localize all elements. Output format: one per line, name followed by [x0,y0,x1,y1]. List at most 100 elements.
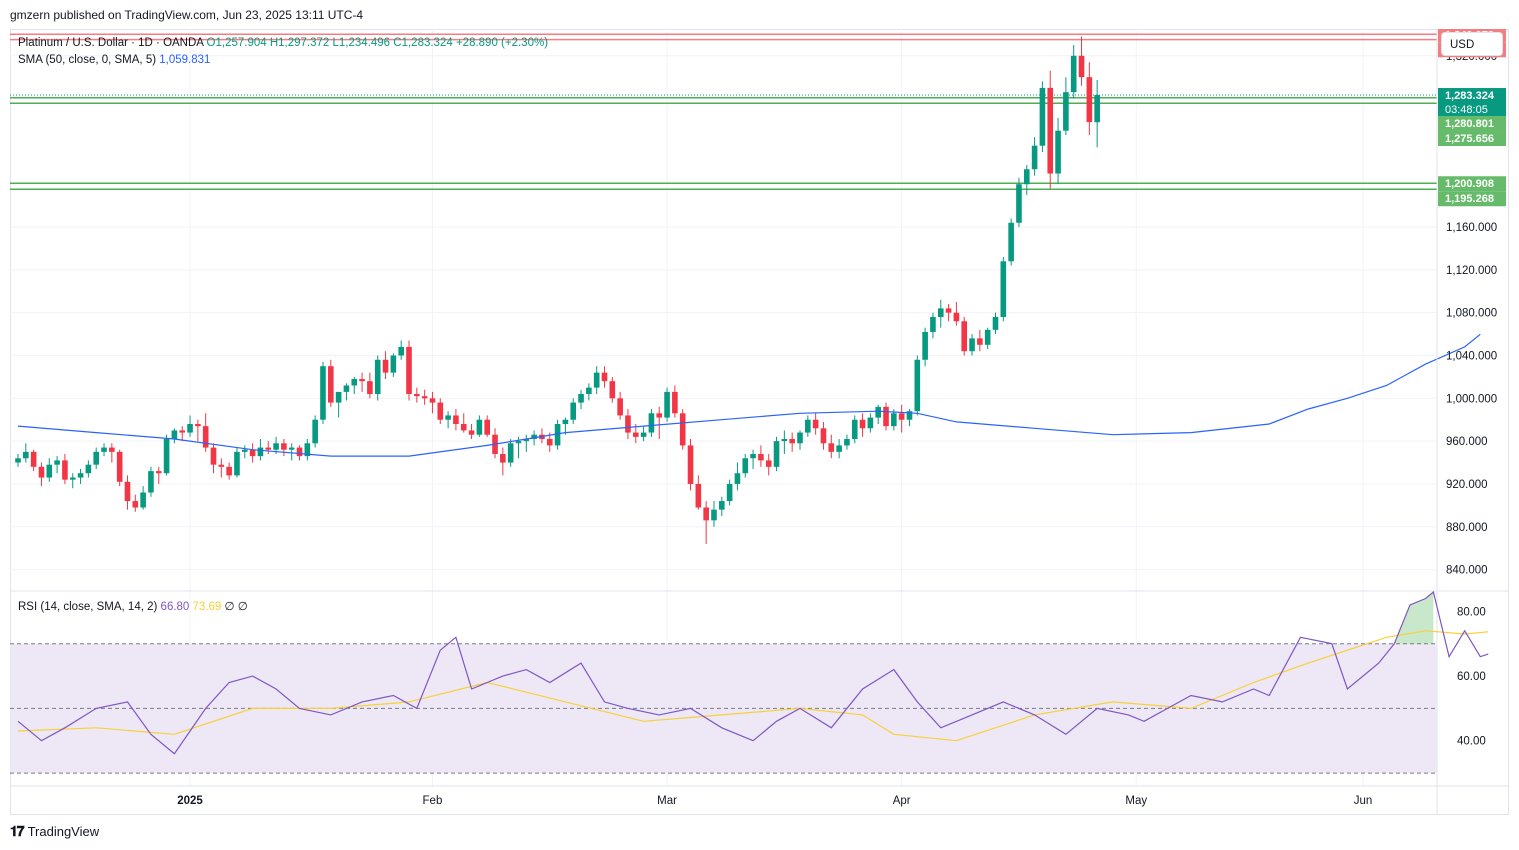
candle-body [288,447,295,450]
candle-body [640,432,647,437]
candle-body [898,413,905,420]
candle-body [1023,169,1030,185]
candle-body [171,430,178,439]
time-tick-label: 2025 [177,795,203,807]
candle-body [554,424,561,446]
candle-body [1000,261,1007,317]
candle-body [460,424,467,431]
rsi-extra-values: ∅ ∅ [224,601,248,613]
candle-body [812,419,819,429]
candle-body [1008,222,1014,262]
candle-body [359,379,365,382]
candle-body [421,396,428,399]
candle-body [374,359,381,395]
candle-body [672,391,678,414]
candle-body [632,432,639,437]
price-level-value: 1,200.908 [1445,178,1494,190]
candle-body [1063,92,1069,131]
candle-body [320,366,326,420]
time-tick-label: Apr [893,795,911,807]
rsi-tick-label: 80.00 [1457,606,1486,618]
candle-body [46,464,53,478]
candle-body [343,385,350,392]
candle-body [468,430,475,435]
price-axis[interactable]: 840.000 880.000 920.000 960.000 1,000.000 1,0… [10,29,1509,815]
candle-body [328,366,334,403]
time-tick-label: Feb [423,795,443,807]
candle-body [54,460,60,465]
candle-body [77,473,84,478]
candle-body [945,308,952,313]
candle-body [523,438,530,442]
candle-body [124,481,131,502]
candle-body [930,316,936,332]
bar-countdown: 03:48:05 [1445,104,1488,116]
candle-body [734,473,741,484]
price-tick-label: 960.000 [1446,436,1488,448]
candle-body [445,415,451,420]
price-level-badge [1438,176,1506,192]
candle-body [38,466,45,478]
price-level-value: 1,195.268 [1445,193,1494,205]
candle-body [101,447,107,452]
candle-body [218,464,225,467]
candle-body [711,509,717,521]
candle-body [155,471,162,474]
candle-body [664,391,670,418]
candle-body [703,507,709,521]
price-tick-label: 1,160.000 [1446,222,1497,234]
candle-body [476,419,483,435]
candle-body [844,438,850,446]
candle-body [773,441,780,467]
candle-body [781,438,788,442]
candle-body [507,443,514,463]
candle-body [312,419,318,444]
candle-body [867,417,874,429]
ohlc-close: C1,283.324 [393,37,453,49]
candle-body [202,426,209,448]
candle-body [859,419,866,429]
candle-body [398,346,404,356]
candle-body [531,434,537,439]
candle-body [883,406,889,427]
ohlc-low: L1,234.496 [332,37,391,49]
rsi-indicator-label[interactable]: RSI (14, close, SMA, 14, 2) [18,601,158,613]
candle-body [453,415,459,425]
candle-body [961,321,968,352]
price-level-value: 1,275.656 [1445,133,1494,145]
price-tick-label: 1,080.000 [1446,308,1497,320]
sma-indicator-label[interactable]: SMA (50, close, 0, SMA, 5) [18,54,157,66]
rsi-axis[interactable]: 40.00 60.00 80.00 [1457,606,1486,747]
price-level-badge [1438,88,1506,117]
symbol-label[interactable]: Platinum / U.S. Dollar · 1D · OANDA [18,37,204,49]
candle-body [234,451,240,476]
candle-body [1047,87,1054,174]
tradingview-logo-icon: 𝟏𝟕 [10,823,25,839]
candle-body [406,346,412,395]
candle-body [656,413,663,418]
candle-body [726,483,733,502]
currency-button[interactable]: USD [1441,32,1503,56]
candle-body [742,458,749,474]
candle-body [953,312,960,322]
candle-body [992,316,999,330]
ohlc-change: +28.890 (+2.30%) [455,37,549,49]
candle-body [1078,55,1085,78]
candle-body [304,443,311,457]
candle-body [500,453,506,463]
candle-body [109,447,115,452]
chart-canvas[interactable]: 840.000 880.000 920.000 960.000 1,000.000 1,0… [10,29,1509,815]
candle-body [609,381,616,399]
candle-body [719,501,725,510]
candle-body [15,458,21,463]
footer-brand: 𝟏𝟕 TradingView [10,823,99,840]
candle-body [1094,95,1100,123]
candle-body [836,445,842,452]
candle-body [679,413,686,446]
rsi-tick-label: 40.00 [1457,736,1486,748]
candle-body [437,402,444,420]
time-axis[interactable]: 2025 Feb Mar Apr May Jun [10,785,1509,807]
price-level-value: 1,280.801 [1445,118,1494,130]
price-level-badge [1438,131,1506,147]
candle-body [116,451,123,482]
